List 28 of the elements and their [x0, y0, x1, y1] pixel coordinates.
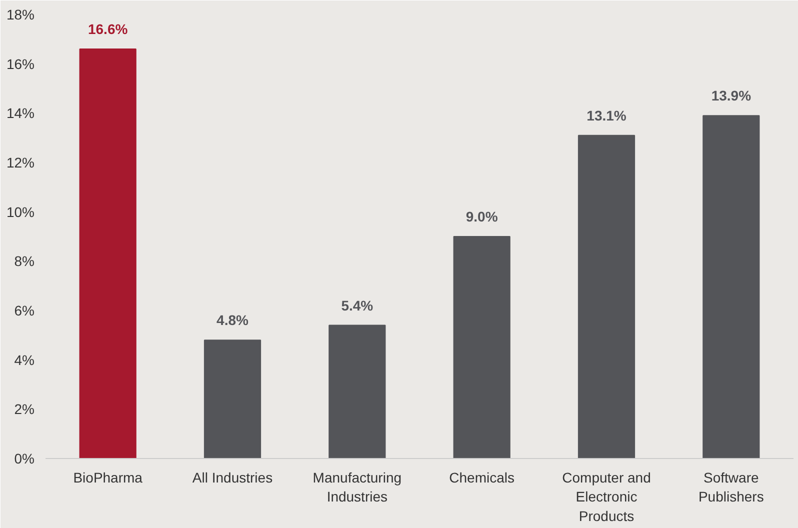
x-tick-label: BioPharma [73, 470, 143, 486]
data-label: 13.9% [711, 88, 752, 104]
bar [204, 340, 262, 458]
x-tick-label: Computer and Electronic Products [562, 470, 651, 524]
y-tick-label: 4% [14, 352, 34, 368]
data-label: 5.4% [341, 297, 374, 314]
y-tick-label: 2% [14, 401, 34, 418]
y-tick-label: 12% [6, 154, 35, 170]
data-label: 16.6% [88, 21, 128, 38]
y-tick-label: 6% [14, 302, 34, 318]
bar [702, 115, 760, 458]
bar [328, 324, 386, 458]
y-tick-label: 14% [6, 105, 35, 122]
y-tick-label: 8% [14, 253, 34, 270]
y-tick-label: 18% [6, 6, 35, 22]
data-label: 4.8% [216, 312, 250, 328]
y-tick-label: 0% [14, 450, 34, 466]
data-label: 9.0% [466, 208, 498, 224]
y-tick-label: 10% [6, 204, 35, 220]
x-tick-label: Chemicals [449, 470, 515, 486]
data-label: 13.1% [586, 107, 627, 124]
y-tick-label: 16% [6, 56, 35, 72]
x-tick-label: All Industries [192, 470, 273, 486]
bar [453, 236, 510, 458]
x-tick-label: Software Publishers [698, 470, 764, 505]
bar [578, 134, 636, 458]
x-tick-label: Manufacturing Industries [312, 470, 402, 505]
bar [79, 48, 136, 458]
